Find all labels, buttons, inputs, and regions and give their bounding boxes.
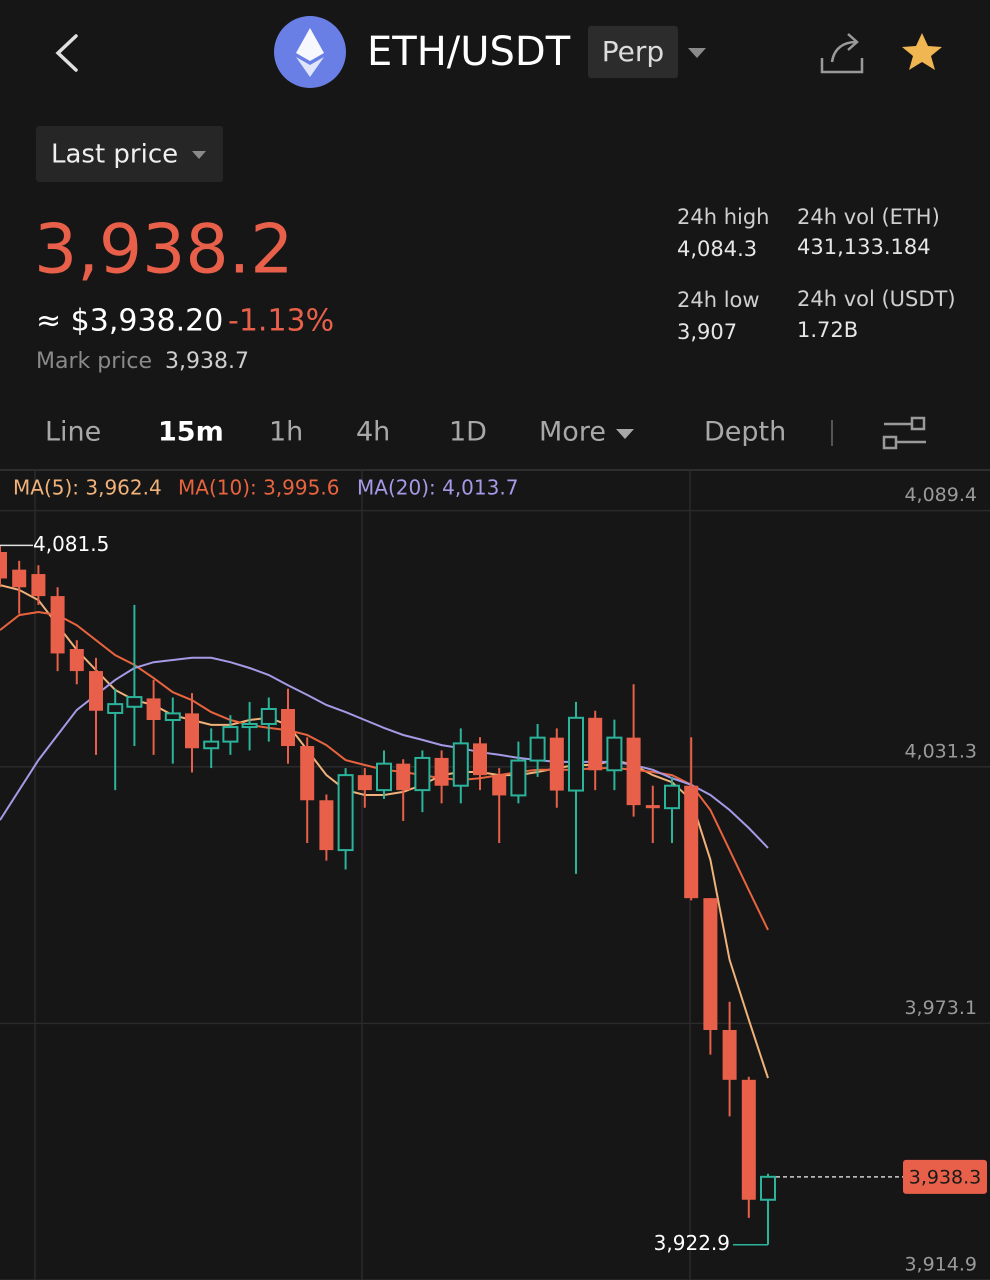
mark-price-value: 3,938.7 (165, 349, 249, 374)
candle-body (645, 805, 660, 809)
candle-body (69, 649, 84, 672)
candle-body (568, 716, 584, 792)
candle-body (337, 774, 354, 852)
candle-body (760, 1175, 776, 1201)
back-button[interactable] (55, 34, 78, 72)
stat-value: 1.72B (797, 318, 858, 342)
candle-body (626, 737, 641, 806)
selector-arrow (192, 151, 206, 159)
tab-active[interactable]: 15m (158, 417, 224, 448)
last-price-label: 3,938.3 (909, 1166, 982, 1188)
candle-body (473, 743, 487, 776)
y-tick-label: 3,914.9 (904, 1254, 977, 1276)
candle-body (241, 722, 258, 729)
candle-body (414, 756, 431, 792)
candle-body (606, 736, 623, 772)
price-selector-label: Last price (51, 140, 178, 170)
candle-body (741, 1079, 756, 1200)
perp-badge (588, 26, 678, 78)
candle-body (126, 696, 143, 708)
legend-entry: MA(5): 3,962.4 (13, 476, 162, 500)
candle-body (0, 552, 7, 579)
candle-body (50, 596, 65, 654)
candle-body (164, 712, 181, 722)
legend-entry: MA(10): 3,995.6 (178, 476, 339, 500)
stat-label: 24h vol (ETH) (797, 205, 940, 229)
candle-body (452, 742, 469, 787)
candle-body (510, 759, 527, 797)
candle-body (146, 698, 161, 721)
stat-value: 431,133.184 (797, 235, 931, 259)
pair-dropdown[interactable] (688, 48, 706, 58)
candle-body (222, 726, 239, 743)
share-button[interactable] (820, 33, 864, 74)
tab[interactable]: 1D (449, 417, 487, 448)
candle-body (434, 757, 449, 786)
candle-body (588, 717, 603, 771)
perp-label: Perp (602, 35, 664, 68)
candle-body (664, 784, 680, 810)
stat-label: 24h high (677, 205, 770, 229)
candle-body (703, 898, 718, 1030)
last-price: 3,938.2 (34, 211, 294, 290)
candle-body (376, 762, 392, 792)
more-arrow (616, 429, 634, 439)
low-label: 3,922.9 (654, 1231, 730, 1255)
candle-body (684, 785, 699, 899)
candle-body (203, 740, 220, 750)
tab[interactable]: Line (45, 417, 101, 448)
candle-body (396, 763, 411, 791)
favorite-star[interactable] (902, 33, 942, 70)
candle-body (281, 708, 295, 747)
stat-value: 3,907 (677, 320, 737, 344)
candle-body (12, 569, 27, 588)
price-change: -1.13% (228, 304, 334, 339)
price-selector[interactable] (36, 126, 223, 182)
candle-body (300, 746, 315, 801)
last-price-tag (903, 1159, 987, 1194)
stat-label: 24h low (677, 288, 760, 312)
tab[interactable]: 1h (269, 417, 303, 448)
high-label: 4,081.5 (33, 532, 109, 556)
tab[interactable]: Depth (704, 417, 786, 448)
mark-price-label: Mark price (36, 349, 152, 374)
candle-body (492, 775, 507, 796)
candle-body (529, 736, 546, 762)
candle-body (357, 775, 372, 791)
eth-logo (274, 16, 346, 88)
usd-price: ≈ $3,938.20 (36, 304, 223, 339)
legend-entry: MA(20): 4,013.7 (357, 476, 518, 500)
candle-body (319, 800, 334, 851)
tab[interactable]: 4h (356, 417, 390, 448)
chart-settings[interactable] (882, 416, 926, 450)
candle-body (185, 713, 199, 749)
stat-value: 4,084.3 (677, 237, 757, 261)
candle-body (260, 707, 277, 725)
pair-title: ETH/USDT (367, 29, 571, 75)
candle-body (722, 1029, 737, 1080)
candle-body (31, 574, 46, 597)
y-tick-label: 4,089.4 (904, 484, 977, 506)
stat-label: 24h vol (USDT) (797, 287, 956, 311)
candle-body (107, 703, 124, 714)
candle-body (549, 737, 564, 791)
y-tick-label: 4,031.3 (904, 740, 977, 762)
y-tick-label: 3,973.1 (904, 997, 977, 1019)
candle-body (89, 671, 103, 711)
tab[interactable]: More (539, 417, 606, 448)
